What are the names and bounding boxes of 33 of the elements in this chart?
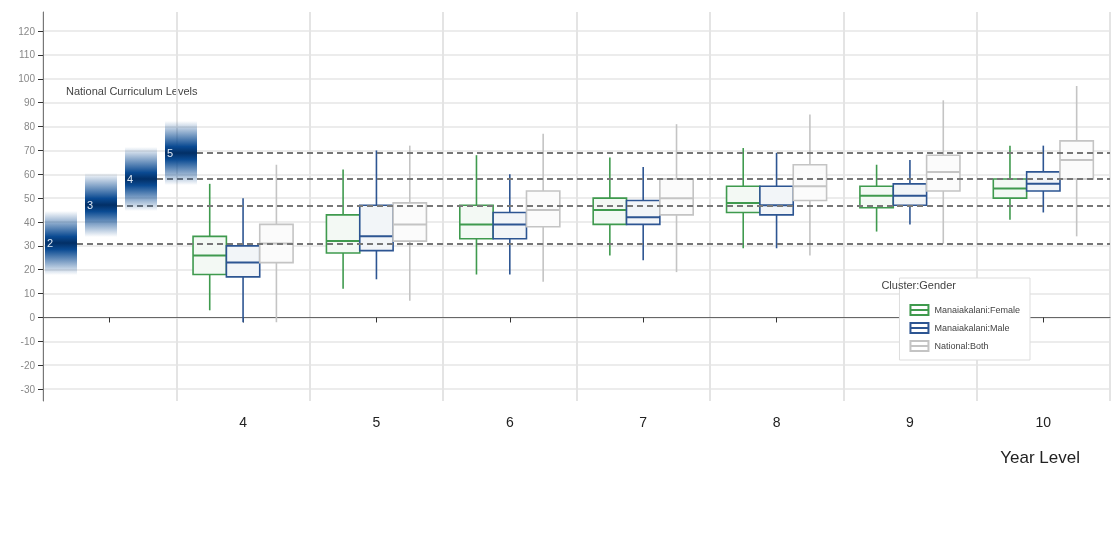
legend-label: Manaiakalani:Female [934, 305, 1020, 315]
x-tick-label: 7 [639, 414, 648, 430]
annotation: National Curriculum Levels [66, 84, 198, 97]
x-tick-label: 4 [239, 414, 248, 430]
legend-label: National:Both [934, 341, 989, 351]
y-tick-label: 70 [23, 144, 36, 156]
gradient-block: 3 [85, 173, 117, 238]
legend-title: Cluster:Gender [881, 278, 957, 291]
gradient-block: 2 [45, 211, 77, 276]
y-tick-label: 40 [23, 216, 36, 228]
y-tick-label: -30 [20, 383, 36, 395]
y-tick-label: 120 [18, 25, 36, 37]
y-tick-label: -10 [20, 335, 36, 347]
legend-label: Manaiakalani:Male [934, 323, 1010, 333]
y-tick-label: -20 [20, 359, 36, 371]
x-tick-label: 6 [505, 414, 514, 430]
y-tick-label: 60 [23, 168, 36, 180]
x-tick-label: 9 [906, 414, 915, 430]
y-tick-label: 80 [23, 121, 36, 133]
x-tick-label: 10 [1035, 414, 1052, 430]
y-tick-label: 30 [23, 240, 36, 252]
y-tick-label: 110 [19, 49, 36, 61]
gradient-block: 4 [125, 147, 157, 212]
x-axis-title: Year Level [1000, 448, 1080, 468]
x-tick-label: 5 [372, 414, 381, 430]
x-tick-label: 8 [772, 414, 781, 430]
gradient-block: 5 [165, 120, 197, 185]
y-tick-label: 10 [23, 288, 36, 300]
y-tick-label: 90 [23, 97, 36, 109]
y-tick-label: 20 [23, 264, 36, 276]
y-tick-label: 50 [23, 192, 36, 204]
y-tick-label: 100 [18, 73, 36, 85]
y-tick-label: 0 [29, 311, 36, 323]
